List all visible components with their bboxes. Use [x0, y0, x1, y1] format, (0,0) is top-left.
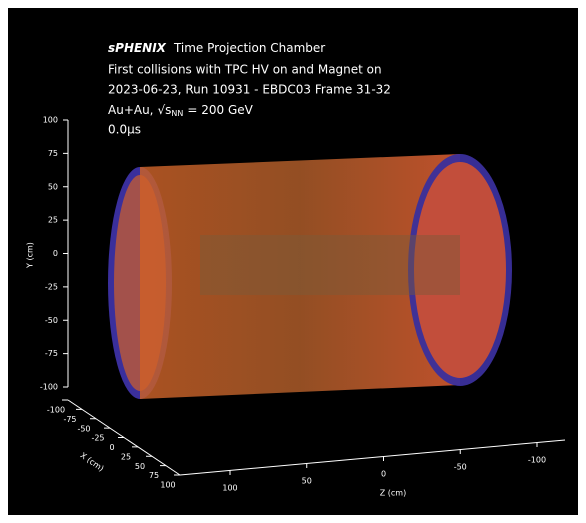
y-tick-label: 100	[43, 116, 58, 125]
z-tick-label: 50	[302, 477, 312, 486]
z-axis-label: Z (cm)	[380, 489, 406, 498]
z-tick-label: 0	[381, 470, 386, 479]
x-tick-label: 25	[121, 452, 131, 461]
z-tick-label: -100	[528, 456, 546, 465]
endcap-left-hits	[114, 175, 166, 391]
z-tick-label: -50	[454, 463, 467, 472]
x-tick-label: 75	[149, 471, 159, 480]
y-axis-label: Y (cm)	[26, 242, 35, 269]
visualization: Y (cm) X (cm) Z (cm) 1007550250-25-50-75…	[0, 0, 586, 523]
x-tick-label: -75	[63, 415, 76, 424]
time: 0.0μs	[108, 123, 141, 137]
species: Au+Au,	[108, 103, 154, 117]
experiment: sPHENIX	[108, 41, 167, 55]
detector: Time Projection Chamber	[173, 41, 325, 55]
x-tick-label: -50	[77, 424, 90, 433]
tpc-cylinder	[108, 154, 512, 399]
inner-hits	[200, 235, 460, 295]
y-tick-label: -75	[45, 349, 58, 358]
y-tick-label: -100	[40, 383, 58, 392]
energy: = 200 GeV	[187, 103, 253, 117]
run-info: 2023-06-23, Run 10931 - EBDC03 Frame 31-…	[108, 83, 391, 97]
x-tick-label: 0	[109, 443, 114, 452]
y-tick-label: -25	[45, 282, 58, 291]
y-tick-label: 25	[48, 216, 58, 225]
y-tick-label: 75	[48, 149, 58, 158]
y-tick-label: -50	[45, 316, 58, 325]
y-tick-label: 0	[53, 249, 58, 258]
y-tick-label: 50	[48, 182, 58, 191]
energy-subscript: NN	[171, 109, 183, 118]
subtitle: First collisions with TPC HV on and Magn…	[108, 63, 382, 77]
x-tick-label: 100	[160, 481, 175, 490]
title: sPHENIX Time Projection Chamber	[108, 41, 325, 55]
z-tick-label: 100	[222, 484, 237, 493]
x-tick-label: -25	[91, 434, 104, 443]
x-tick-label: -100	[47, 406, 65, 415]
x-tick-label: 50	[135, 462, 145, 471]
energy-symbol: √s	[158, 103, 172, 117]
